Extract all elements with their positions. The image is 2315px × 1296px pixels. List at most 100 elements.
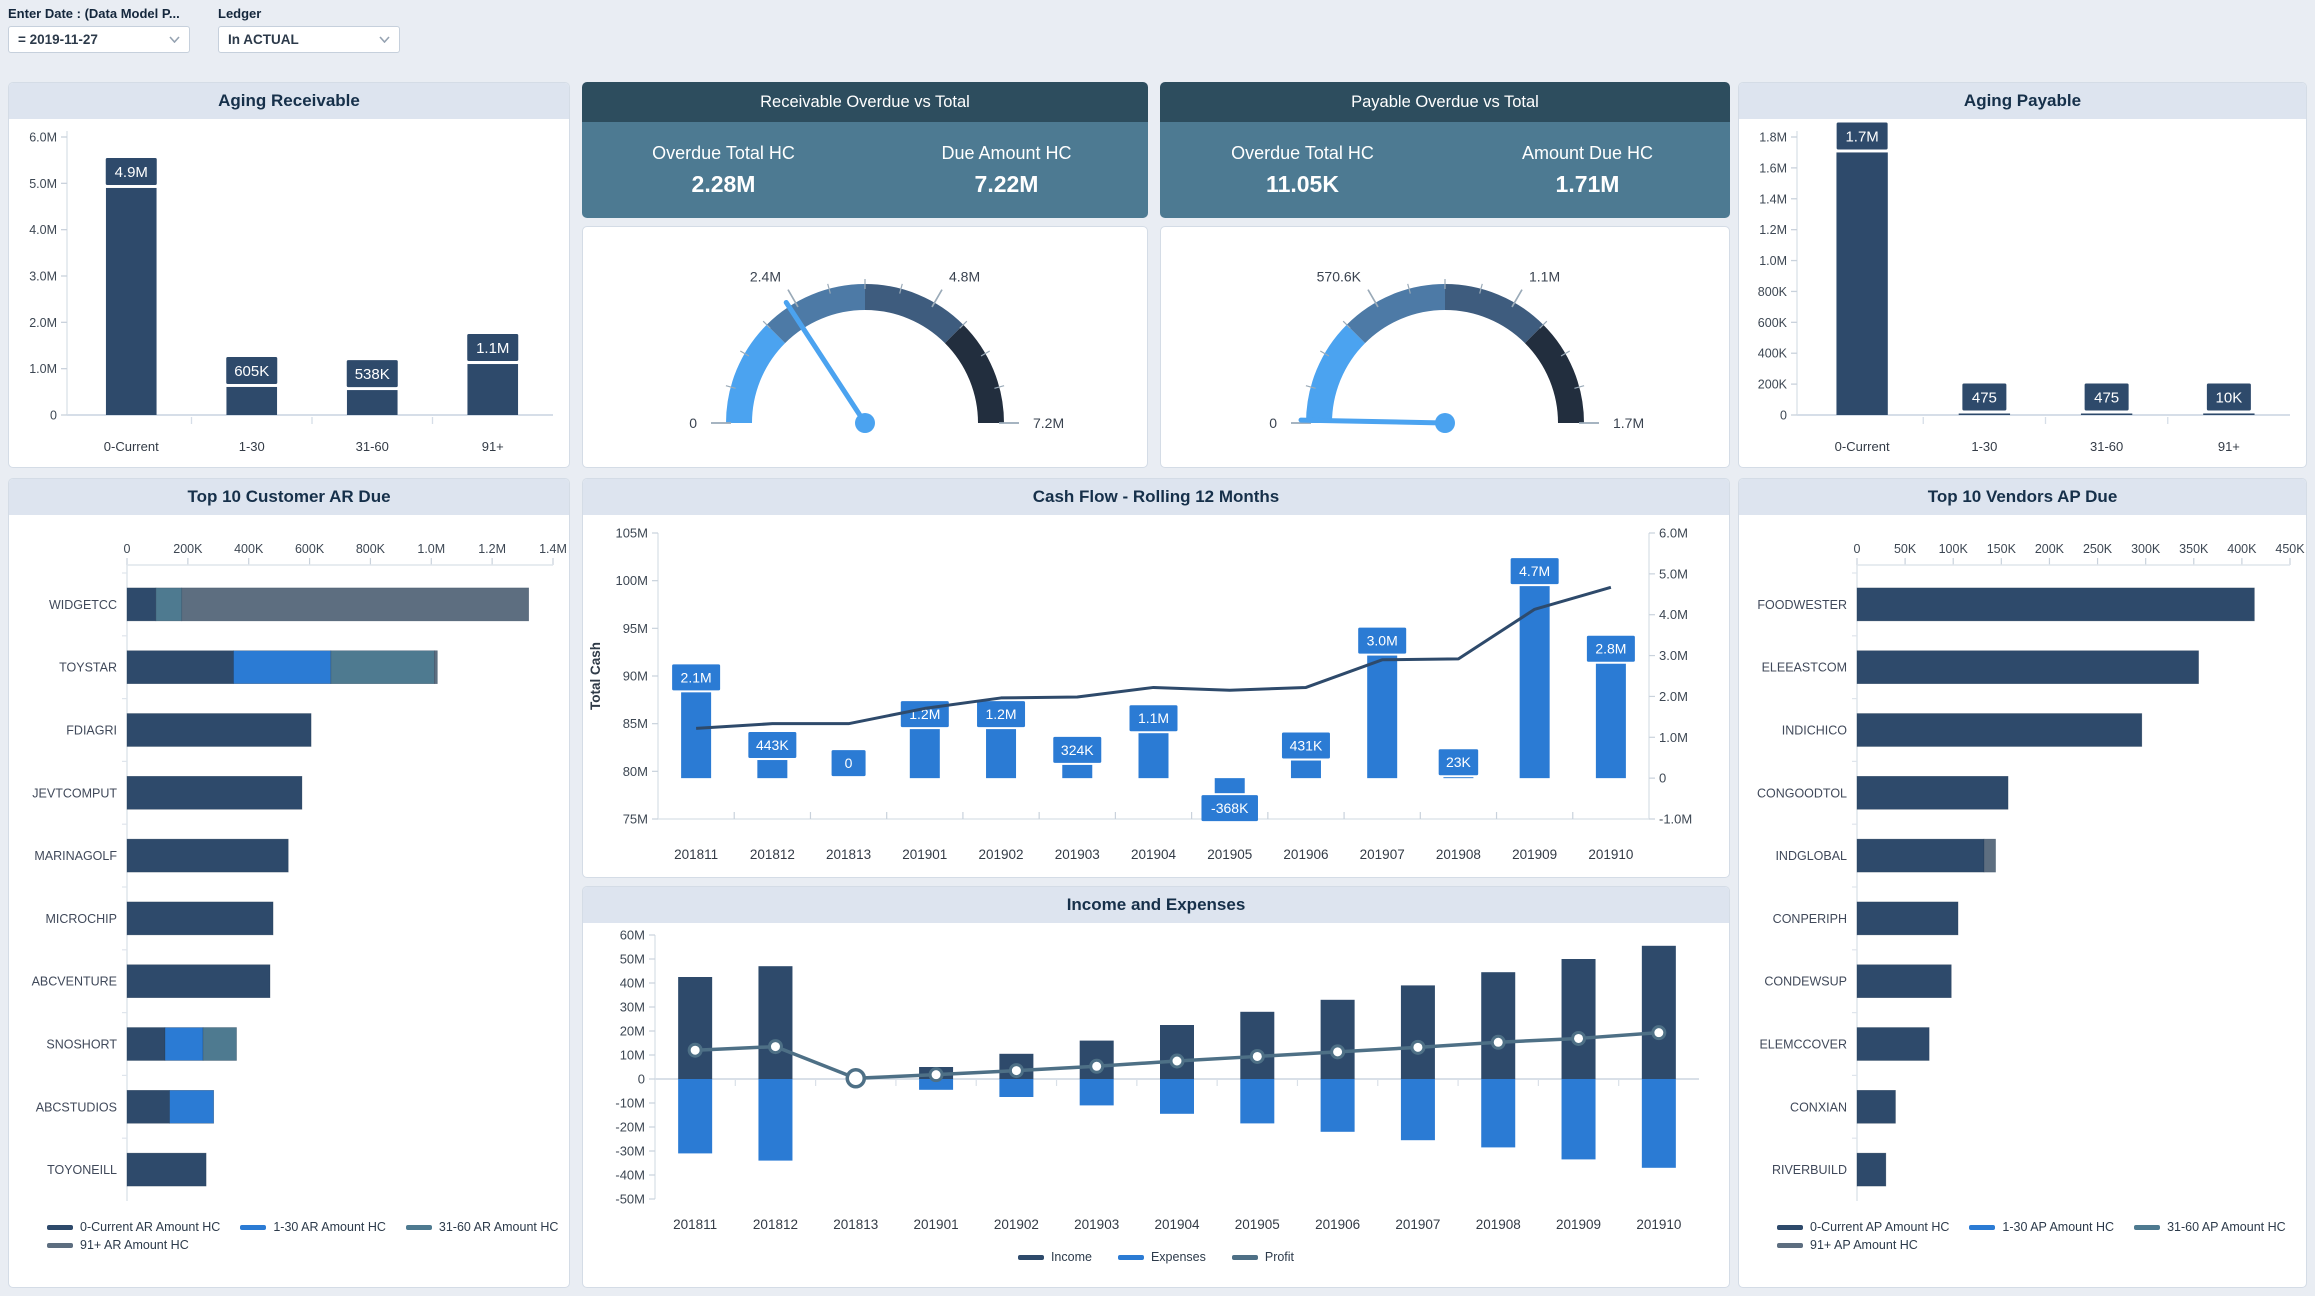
svg-text:475: 475 <box>2094 390 2119 407</box>
legend-label: 91+ AP Amount HC <box>1810 1238 1918 1252</box>
svg-text:ABCSTUDIOS: ABCSTUDIOS <box>36 1100 117 1114</box>
legend-item[interactable]: 31-60 AR Amount HC <box>405 1220 558 1234</box>
svg-text:1.2M: 1.2M <box>1759 223 1787 237</box>
overdue-total-kpi: Overdue Total HC 2.28M <box>582 122 865 218</box>
svg-text:4.9M: 4.9M <box>115 164 148 181</box>
panel-title: Aging Receivable <box>9 83 569 119</box>
kpi-value: 1.71M <box>1555 170 1620 197</box>
vendors-ap-chart[interactable]: 0 50K 100K 150K 200K 250K 300K 350K 400K 450K FOOD… <box>1739 515 2306 1214</box>
legend-swatch <box>47 1242 73 1248</box>
svg-text:1.2M: 1.2M <box>985 706 1016 722</box>
svg-text:1.8M: 1.8M <box>1759 131 1787 145</box>
legend-item[interactable]: 0-Current AR Amount HC <box>47 1220 220 1234</box>
legend-item[interactable]: 1-30 AR Amount HC <box>240 1220 386 1234</box>
svg-text:CONDEWSUP: CONDEWSUP <box>1764 975 1847 989</box>
svg-text:0-Current: 0-Current <box>104 439 159 454</box>
svg-text:TOYSTAR: TOYSTAR <box>59 661 117 675</box>
svg-text:10K: 10K <box>2216 389 2243 406</box>
svg-text:605K: 605K <box>234 363 269 380</box>
svg-text:201811: 201811 <box>674 847 718 862</box>
receivable-gauge-chart[interactable]: 0 2.4M 4.8M 7.2M <box>583 227 1147 467</box>
legend-label: 1-30 AP Amount HC <box>2002 1220 2115 1234</box>
ledger-filter-dropdown[interactable]: In ACTUAL <box>218 26 400 53</box>
payable-gauge-chart[interactable]: 0 570.6K 1.1M 1.7M <box>1161 227 1729 467</box>
svg-text:0: 0 <box>50 409 57 423</box>
svg-text:570.6K: 570.6K <box>1317 269 1362 285</box>
svg-text:600K: 600K <box>295 542 325 556</box>
svg-text:100M: 100M <box>615 573 648 588</box>
legend-item[interactable]: 91+ AR Amount HC <box>47 1238 189 1252</box>
filter-date: Enter Date : (Data Model P... = 2019-11-… <box>8 6 190 53</box>
date-filter-dropdown[interactable]: = 2019-11-27 <box>8 26 190 53</box>
svg-text:201907: 201907 <box>1395 1217 1440 1232</box>
svg-text:Total Cash: Total Cash <box>588 642 603 710</box>
svg-text:SNOSHORT: SNOSHORT <box>46 1038 117 1052</box>
svg-text:RIVERBUILD: RIVERBUILD <box>1772 1163 1847 1177</box>
vendors-ap-panel: Top 10 Vendors AP Due 0 50K 100K 150K 200K 25… <box>1738 478 2307 1288</box>
svg-text:1.7M: 1.7M <box>1613 415 1644 431</box>
svg-text:201902: 201902 <box>979 847 1024 862</box>
aging-receivable-panel: Aging Receivable 0 1.0M 2.0M 3.0M 4.0M 5.0M 6.… <box>8 82 570 468</box>
legend-item[interactable]: 91+ AP Amount HC <box>1777 1238 1918 1252</box>
svg-text:1.0M: 1.0M <box>417 542 445 556</box>
legend-label: 91+ AR Amount HC <box>80 1238 189 1252</box>
svg-text:7.2M: 7.2M <box>1033 415 1064 431</box>
svg-text:1.0M: 1.0M <box>1659 730 1688 745</box>
customer-ar-chart[interactable]: 0 200K 400K 600K 800K 1.0M 1.2M 1.4M WIDGETCC TOY… <box>9 515 569 1214</box>
legend-item[interactable]: 31-60 AP Amount HC <box>2134 1220 2286 1234</box>
svg-text:443K: 443K <box>756 737 789 753</box>
aging-receivable-chart[interactable]: 0 1.0M 2.0M 3.0M 4.0M 5.0M 6.0M 0-Current 4.9M 1-… <box>9 119 569 467</box>
svg-text:TOYONEILL: TOYONEILL <box>47 1163 117 1177</box>
due-amount-kpi: Due Amount HC 7.22M <box>865 122 1148 218</box>
svg-text:0: 0 <box>1780 409 1787 423</box>
svg-text:201903: 201903 <box>1055 847 1100 862</box>
aging-payable-chart[interactable]: 0 200K 400K 600K 800K 1.0M 1.2M 1.4M 1.6M 1.8M 0-C… <box>1739 119 2306 467</box>
cash-flow-chart[interactable]: 75M 80M 85M 90M 95M 100M 105M -1.0M 0 1.0M 2.0M 3.0… <box>583 515 1729 877</box>
svg-text:201904: 201904 <box>1154 1217 1200 1232</box>
customer-ar-panel: Top 10 Customer AR Due 0 200K 400K 600K 800K… <box>8 478 570 1288</box>
svg-text:75M: 75M <box>623 812 648 827</box>
svg-text:201908: 201908 <box>1436 847 1481 862</box>
legend-label: Profit <box>1264 1250 1295 1264</box>
legend-label: 0-Current AR Amount HC <box>80 1220 221 1234</box>
svg-text:2.1M: 2.1M <box>681 669 712 685</box>
svg-text:31-60: 31-60 <box>2090 439 2123 454</box>
kpi-value: 7.22M <box>974 170 1039 197</box>
legend-item[interactable]: 1-30 AP Amount HC <box>1969 1220 2114 1234</box>
svg-text:431K: 431K <box>1290 738 1323 754</box>
svg-text:3.0M: 3.0M <box>1367 633 1398 649</box>
svg-text:1.2M: 1.2M <box>478 542 506 556</box>
income-expenses-legend: Income Expenses Profit <box>583 1246 1729 1264</box>
aging-payable-panel: Aging Payable 0 200K 400K 600K 800K 1.0M 1.2M 1… <box>1738 82 2307 468</box>
panel-title: Income and Expenses <box>583 887 1729 923</box>
svg-text:0-Current: 0-Current <box>1835 439 1890 454</box>
svg-text:FDIAGRI: FDIAGRI <box>66 724 117 738</box>
svg-text:1.1M: 1.1M <box>1529 269 1560 285</box>
svg-text:ELEEASTCOM: ELEEASTCOM <box>1762 661 1847 675</box>
svg-text:201909: 201909 <box>1556 1217 1601 1232</box>
svg-text:200K: 200K <box>2035 542 2065 556</box>
svg-text:4.0M: 4.0M <box>29 223 57 237</box>
svg-text:600K: 600K <box>1758 316 1788 330</box>
svg-text:ELEMCCOVER: ELEMCCOVER <box>1759 1038 1847 1052</box>
svg-text:475: 475 <box>1972 390 1997 407</box>
overdue-total-kpi: Overdue Total HC 11.05K <box>1160 122 1445 218</box>
legend-item[interactable]: Income <box>1017 1250 1092 1264</box>
kpi-label: Overdue Total HC <box>652 142 795 163</box>
legend-swatch <box>1777 1242 1803 1248</box>
legend-item[interactable]: Expenses <box>1117 1250 1206 1264</box>
svg-text:400K: 400K <box>1758 347 1788 361</box>
svg-text:2.0M: 2.0M <box>1659 689 1688 704</box>
legend-item[interactable]: 0-Current AP Amount HC <box>1777 1220 1949 1234</box>
legend-label: 0-Current AP Amount HC <box>1810 1220 1950 1234</box>
svg-text:201905: 201905 <box>1207 847 1252 862</box>
svg-text:1.0M: 1.0M <box>29 362 57 376</box>
svg-text:50K: 50K <box>1894 542 1917 556</box>
legend-swatch <box>47 1224 73 1230</box>
svg-text:1.4M: 1.4M <box>539 542 567 556</box>
legend-item[interactable]: Profit <box>1231 1250 1295 1264</box>
income-expenses-chart[interactable]: 60M 50M 40M 30M 20M 10M 0 -10M -20M -30M -40M -50M 2… <box>583 923 1729 1246</box>
svg-text:0: 0 <box>689 415 697 431</box>
svg-text:-20M: -20M <box>615 1120 645 1135</box>
svg-text:5.0M: 5.0M <box>29 177 57 191</box>
